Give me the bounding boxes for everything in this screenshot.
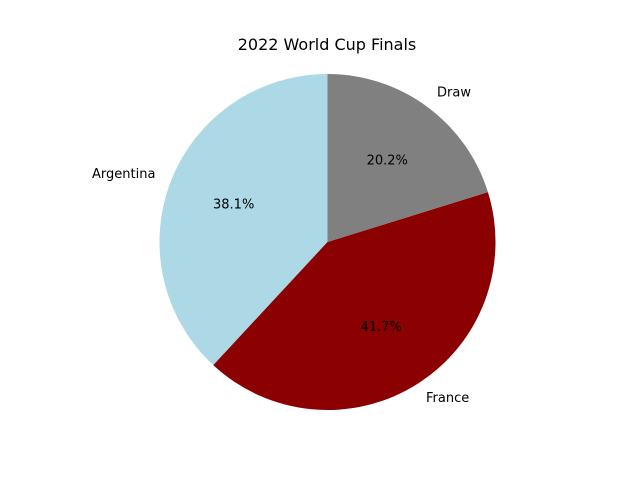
slice-label-draw: Draw xyxy=(437,86,471,101)
slice-label-argentina: Argentina xyxy=(92,167,155,182)
pie-slices xyxy=(159,74,496,410)
slice-label-france: France xyxy=(426,391,469,406)
pie-slice-argentina xyxy=(159,74,328,366)
slice-percent-argentina: 38.1% xyxy=(213,198,254,213)
slice-percent-france: 41.7% xyxy=(361,320,402,335)
chart-title: 2022 World Cup Finals xyxy=(238,35,417,54)
pie-slice-draw xyxy=(327,74,488,242)
slice-percent-draw: 20.2% xyxy=(367,153,408,168)
pie-slice-france xyxy=(213,192,496,410)
pie-labels: Argentina 38.1% France 41.7% Draw 20.2% xyxy=(92,86,471,406)
